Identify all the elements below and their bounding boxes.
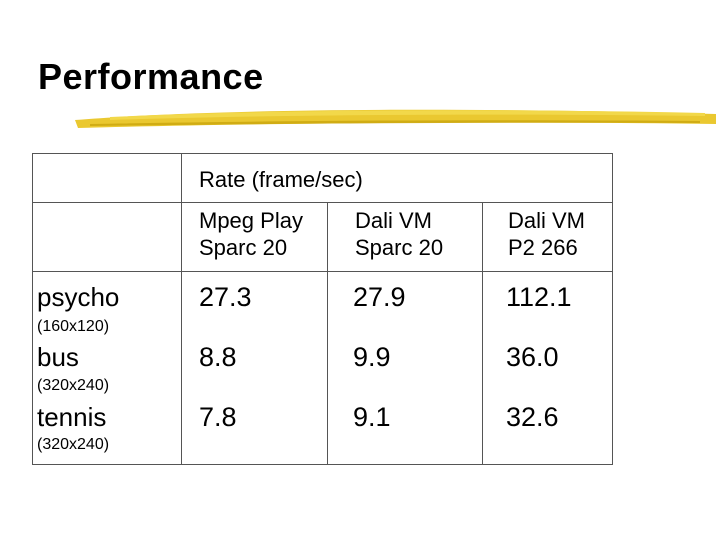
- table-divider: [327, 202, 328, 465]
- row-label: bus: [37, 342, 79, 372]
- table-cell: 112.1: [506, 282, 572, 312]
- table-divider: [33, 271, 613, 272]
- performance-table: Rate (frame/sec) Mpeg Play Sparc 20 Dali…: [32, 153, 613, 465]
- column-header-line1: Mpeg Play: [199, 208, 303, 233]
- row-label: tennis: [37, 402, 107, 432]
- table-divider: [33, 202, 613, 203]
- column-header: Dali VM Sparc 20: [355, 207, 443, 261]
- column-header-line1: Dali VM: [355, 208, 433, 233]
- group-header: Rate (frame/sec): [199, 167, 363, 192]
- table-divider: [181, 154, 182, 465]
- column-header-line1: Dali VM: [508, 208, 586, 233]
- column-header: Mpeg Play Sparc 20: [199, 207, 303, 261]
- row-label: psycho: [37, 282, 120, 312]
- column-header-line2: Sparc 20: [199, 235, 288, 260]
- column-header-line2: Sparc 20: [355, 235, 444, 260]
- column-header: Dali VM P2 266: [508, 207, 585, 261]
- column-header-line2: P2 266: [508, 235, 578, 260]
- table-cell: 27.9: [353, 282, 406, 312]
- row-size: (320x240): [37, 377, 110, 394]
- table-cell: 32.6: [506, 402, 559, 432]
- table-cell: 8.8: [199, 342, 237, 372]
- table-cell: 9.9: [353, 342, 391, 372]
- table-cell: 9.1: [353, 402, 391, 432]
- table-divider: [482, 202, 483, 465]
- slide-title: Performance: [38, 56, 264, 97]
- table-cell: 27.3: [199, 282, 252, 312]
- row-size: (320x240): [37, 436, 110, 453]
- table-cell: 36.0: [506, 342, 559, 372]
- row-size: (160x120): [37, 318, 110, 335]
- table-cell: 7.8: [199, 402, 237, 432]
